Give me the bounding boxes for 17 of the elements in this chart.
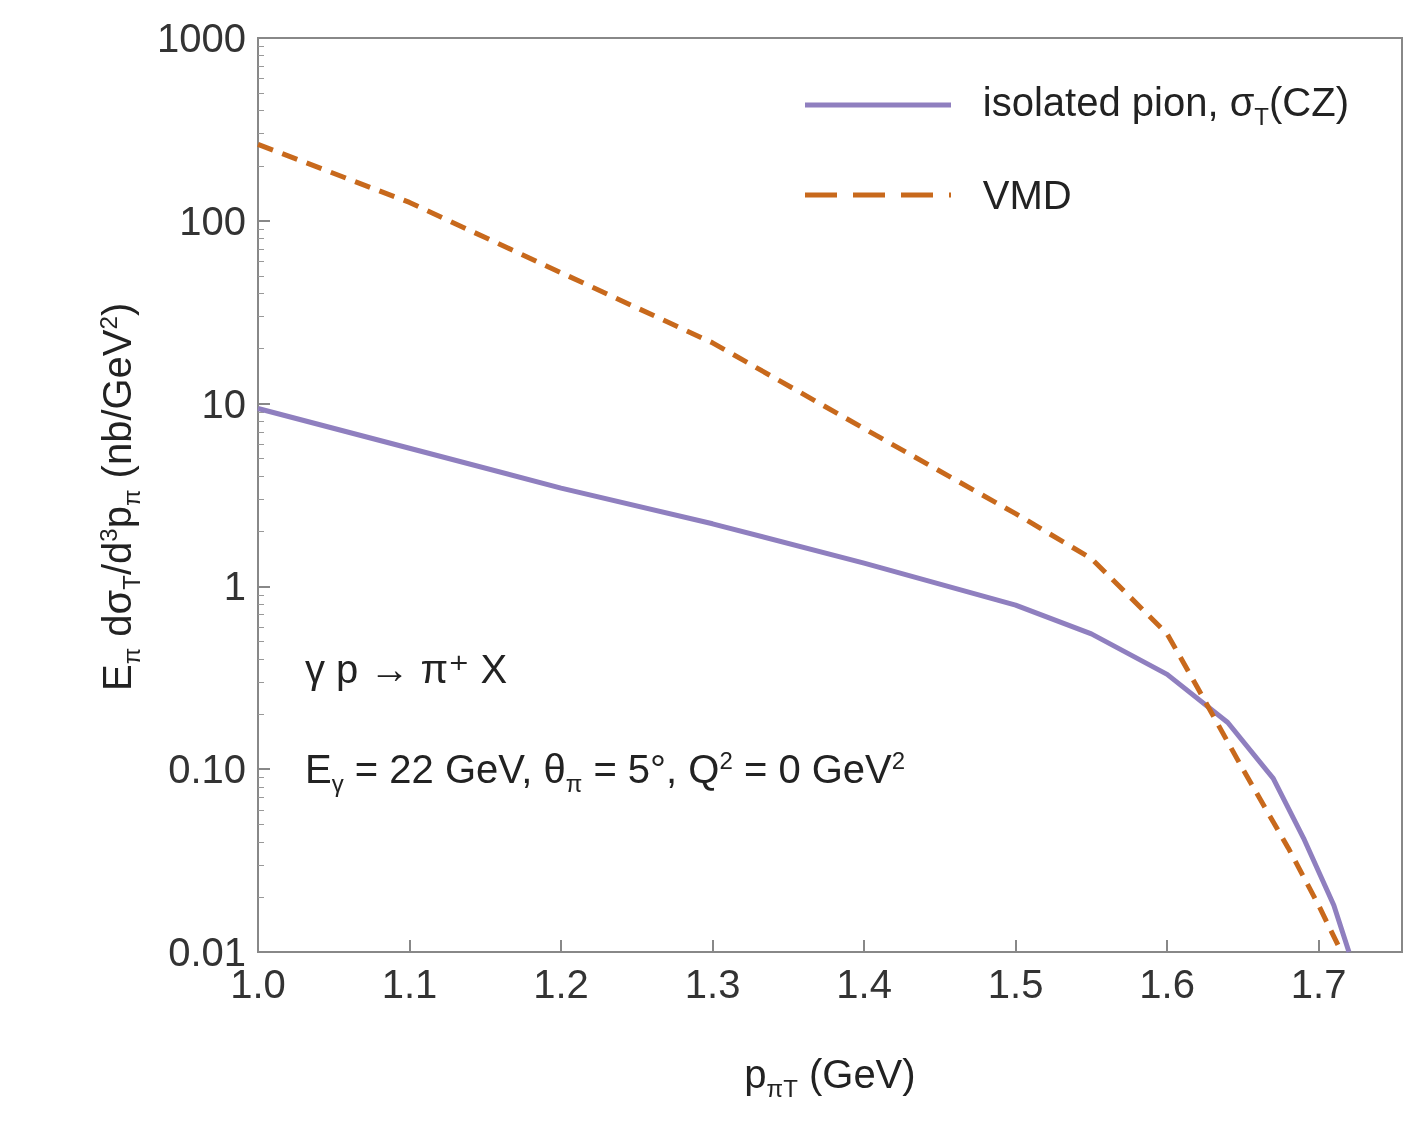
y-tick-label: 10 <box>201 381 246 426</box>
x-tick-label: 1.2 <box>533 962 589 1006</box>
x-tick-label: 1.7 <box>1290 962 1347 1006</box>
x-axis-title: p$_{πT}$ (GeV) <box>743 1051 917 1104</box>
x-tick-label: 1.3 <box>684 962 741 1006</box>
y-tick-label: 0.10 <box>168 747 246 792</box>
x-tick-label: 1.6 <box>1139 962 1195 1006</box>
x-tick-label: 1.5 <box>987 962 1044 1006</box>
legend-label: VMD <box>982 172 1072 219</box>
x-tick-label: 1.1 <box>381 962 438 1006</box>
x-tick-label: 1.4 <box>836 962 892 1006</box>
y-tick-label: 1 <box>223 564 246 609</box>
annotation: E$_{γ}$ = 22 GeV, θ$_{π}$ = 5°, Q$^{2}$ = 0 GeV$^{2}$ <box>305 745 906 799</box>
y-tick-label: 100 <box>179 198 246 243</box>
annotation: γ p → π⁺ X <box>305 646 508 693</box>
y-tick-label: 1000 <box>157 16 246 60</box>
legend-label: isolated pion, σ$_{T}$(CZ) <box>982 79 1349 132</box>
